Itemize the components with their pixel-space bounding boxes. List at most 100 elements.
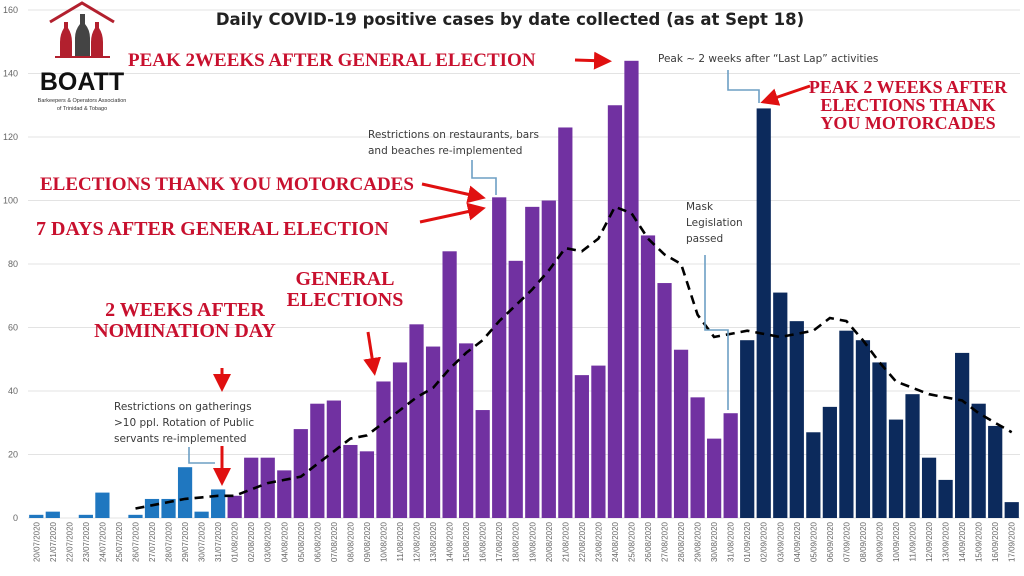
annotation-peak-general: PEAK 2WEEKS AFTER GENERAL ELECTION (128, 50, 536, 71)
y-tick-label: 60 (8, 323, 18, 333)
svg-text:Mask: Mask (686, 201, 714, 213)
bar (29, 514, 44, 518)
x-tick-label: 27/08/2020 (661, 521, 670, 562)
y-tick-label: 40 (8, 386, 18, 396)
x-tick-label: 22/08/2020 (578, 521, 587, 562)
svg-text:GENERAL: GENERAL (296, 268, 395, 290)
gridlines (28, 9, 1020, 519)
x-tick-label: 17/09/2020 (1008, 521, 1017, 562)
bar (260, 457, 275, 518)
bar (442, 251, 457, 519)
x-tick-label: 01/08/2020 (231, 521, 240, 562)
x-tick-label: 13/08/2020 (429, 521, 438, 562)
x-tick-label: 02/09/2020 (760, 521, 769, 562)
chart-title: Daily COVID-19 positive cases by date co… (216, 10, 804, 29)
arrow-icon (419, 202, 486, 224)
bar (326, 400, 341, 518)
x-tick-label: 05/09/2020 (809, 521, 818, 562)
logo-bottle-icon (60, 22, 72, 56)
bar (144, 498, 160, 518)
x-tick-label: 31/08/2020 (727, 521, 736, 562)
x-tick-label: 25/07/2020 (115, 521, 124, 562)
x-tick-label: 26/08/2020 (644, 521, 653, 562)
svg-text:ELECTIONS THANK: ELECTIONS THANK (820, 95, 995, 115)
arrow-icon (574, 51, 612, 70)
x-tick-label: 25/08/2020 (627, 521, 636, 562)
bar (657, 283, 672, 518)
logo-bottle-icon (75, 14, 90, 56)
bar (78, 514, 93, 518)
x-tick-label: 01/09/2020 (743, 521, 752, 562)
x-tick-label: 04/09/2020 (793, 521, 802, 562)
svg-text:YOU MOTORCADES: YOU MOTORCADES (820, 113, 995, 133)
svg-text:Restrictions on restaurants, b: Restrictions on restaurants, bars (368, 129, 539, 141)
arrow-icon (421, 182, 486, 204)
bar (194, 511, 209, 518)
bar (773, 292, 788, 518)
x-tick-label: 03/08/2020 (264, 521, 273, 562)
bar (177, 467, 193, 518)
x-tick-label: 08/09/2020 (859, 521, 868, 562)
y-tick-label: 140 (3, 69, 18, 79)
x-tick-label: 16/08/2020 (479, 521, 488, 562)
x-tick-label: 14/08/2020 (446, 521, 455, 562)
x-tick-label: 30/07/2020 (198, 521, 207, 562)
x-tick-label: 05/08/2020 (297, 521, 306, 562)
bar (855, 340, 871, 518)
x-tick-label: 24/07/2020 (98, 521, 107, 562)
bar (310, 403, 325, 518)
x-tick-label: 21/07/2020 (49, 521, 58, 562)
note-mask: Mask Legislation passed (686, 201, 743, 245)
bar (409, 324, 424, 518)
red-arrows (213, 51, 811, 486)
bar (277, 470, 292, 518)
bar (244, 457, 259, 518)
bar (95, 492, 110, 518)
x-tick-label: 22/07/2020 (65, 521, 74, 562)
bar (888, 419, 904, 518)
bar (789, 321, 804, 518)
x-tick-label: 28/08/2020 (677, 521, 686, 562)
annotation-general-elections: GENERAL ELECTIONS (287, 268, 404, 311)
note-last-lap: Peak ~ 2 weeks after “Last Lap” activiti… (658, 53, 878, 65)
annotation-peak-right: PEAK 2 WEEKS AFTER ELECTIONS THANK YOU M… (809, 77, 1008, 133)
bar (376, 381, 391, 518)
bar (541, 200, 556, 518)
logo-bottle-icon (91, 22, 103, 56)
y-tick-label: 120 (3, 132, 18, 142)
annotation-motorcades: ELECTIONS THANK YOU MOTORCADES (40, 174, 414, 195)
x-tick-label: 09/08/2020 (363, 521, 372, 562)
x-tick-label: 23/08/2020 (594, 521, 603, 562)
bar (359, 451, 375, 518)
bar (525, 206, 540, 518)
bar (392, 362, 408, 518)
svg-text:servants re-implemented: servants re-implemented (114, 433, 247, 445)
arrow-icon (760, 84, 811, 106)
bar (343, 444, 358, 518)
arrow-icon (363, 331, 382, 376)
bar (1004, 502, 1019, 518)
x-tick-label: 29/07/2020 (181, 521, 190, 562)
x-tick-label: 27/07/2020 (148, 521, 157, 562)
bar (938, 479, 953, 518)
bar (211, 489, 226, 518)
bar (955, 352, 970, 518)
x-tick-label: 28/07/2020 (165, 521, 174, 562)
annotation-seven-days: 7 DAYS AFTER GENERAL ELECTION (36, 218, 389, 240)
y-tick-label: 80 (8, 259, 18, 269)
x-tick-label: 10/08/2020 (379, 521, 388, 562)
bar (508, 260, 523, 518)
bar (459, 343, 474, 518)
bar (822, 406, 837, 518)
y-tick-label: 0 (13, 513, 18, 523)
x-tick-label: 23/07/2020 (82, 521, 91, 562)
x-tick-label: 12/09/2020 (925, 521, 934, 562)
bar (475, 410, 490, 518)
svg-text:>10 ppl. Rotation of Public: >10 ppl. Rotation of Public (114, 417, 254, 429)
bar (624, 60, 639, 519)
svg-text:Restrictions on gatherings: Restrictions on gatherings (114, 401, 252, 413)
x-tick-label: 12/08/2020 (413, 521, 422, 562)
x-tick-label: 06/08/2020 (313, 521, 322, 562)
x-tick-label: 11/08/2020 (396, 521, 405, 561)
x-tick-label: 03/09/2020 (776, 521, 785, 562)
